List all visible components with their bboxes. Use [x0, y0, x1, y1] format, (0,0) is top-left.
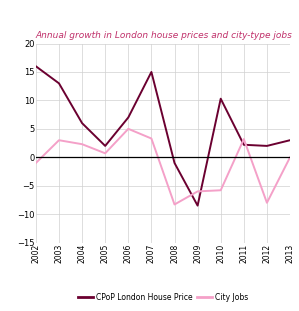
CPoP London House Price	[126, 116, 130, 119]
CPoP London House Price	[103, 144, 107, 148]
Text: Annual growth in London house prices and city-type jobs: Annual growth in London house prices and…	[36, 31, 293, 40]
Line: City Jobs: City Jobs	[36, 129, 290, 204]
CPoP London House Price	[80, 121, 84, 125]
City Jobs	[288, 156, 292, 159]
City Jobs	[150, 137, 153, 140]
CPoP London House Price	[57, 81, 61, 85]
Legend: CPoP London House Price, City Jobs: CPoP London House Price, City Jobs	[75, 290, 251, 305]
City Jobs	[103, 151, 107, 155]
CPoP London House Price	[173, 161, 176, 165]
City Jobs	[196, 189, 199, 193]
CPoP London House Price	[219, 97, 222, 100]
CPoP London House Price	[265, 144, 269, 148]
City Jobs	[34, 161, 38, 165]
City Jobs	[219, 188, 222, 192]
City Jobs	[242, 137, 245, 141]
CPoP London House Price	[196, 204, 199, 207]
City Jobs	[57, 138, 61, 142]
Line: CPoP London House Price: CPoP London House Price	[36, 66, 290, 206]
CPoP London House Price	[34, 64, 38, 68]
CPoP London House Price	[242, 143, 245, 146]
City Jobs	[80, 142, 84, 146]
City Jobs	[265, 201, 269, 205]
CPoP London House Price	[150, 70, 153, 74]
CPoP London House Price	[288, 138, 292, 142]
City Jobs	[126, 127, 130, 131]
City Jobs	[173, 202, 176, 206]
